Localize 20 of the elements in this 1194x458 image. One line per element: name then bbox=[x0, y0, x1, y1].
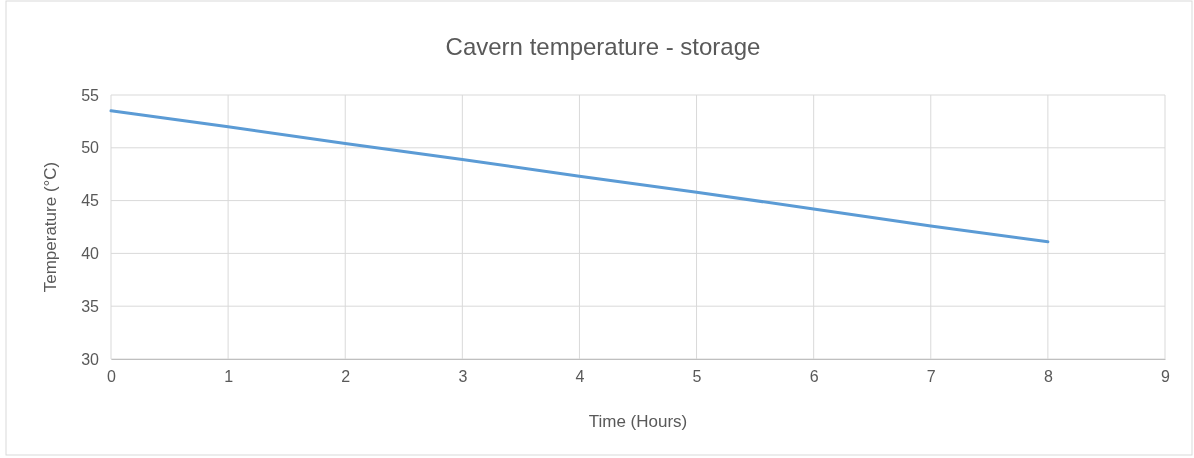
y-axis-title: Temperature (°C) bbox=[41, 161, 60, 293]
x-tick-label: 3 bbox=[458, 368, 468, 386]
x-tick-label: 2 bbox=[341, 368, 351, 386]
y-tick-label: 35 bbox=[81, 297, 100, 315]
chart-title: Cavern temperature - storage bbox=[445, 33, 761, 60]
x-tick-label: 5 bbox=[692, 368, 702, 386]
x-tick-label: 4 bbox=[575, 368, 585, 386]
x-tick-label: 8 bbox=[1043, 368, 1053, 386]
y-tick-label: 30 bbox=[81, 350, 100, 368]
y-tick-label: 50 bbox=[81, 139, 100, 157]
y-tick-label: 40 bbox=[81, 245, 100, 263]
line-series bbox=[109, 109, 1050, 244]
x-tick-label: 7 bbox=[926, 368, 936, 386]
y-tick-label: 55 bbox=[81, 86, 100, 104]
x-tick-label: 9 bbox=[1161, 368, 1171, 386]
x-tick-label: 1 bbox=[224, 368, 234, 386]
x-tick-label: 6 bbox=[809, 368, 819, 386]
y-tick-label: 45 bbox=[81, 192, 100, 210]
x-axis-title: Time (Hours) bbox=[588, 412, 688, 431]
x-tick-label: 0 bbox=[107, 368, 117, 386]
